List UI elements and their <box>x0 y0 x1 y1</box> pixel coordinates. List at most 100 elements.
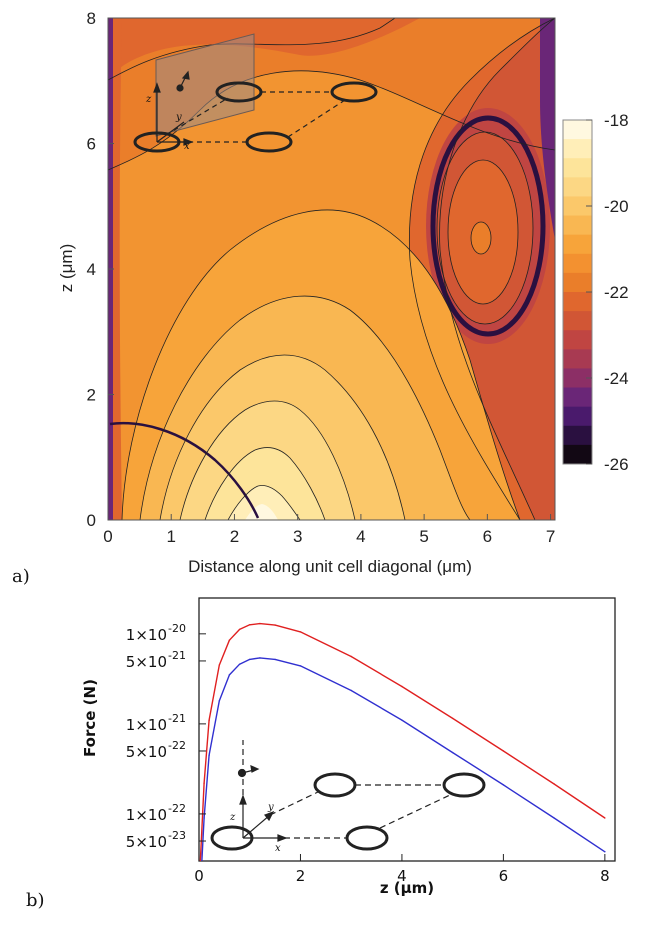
series-2-point <box>199 896 200 897</box>
x-tick-label-b: 2 <box>296 867 306 885</box>
colorbar-segment <box>563 253 592 274</box>
colorbar-segment <box>563 292 592 312</box>
colorbar-tick-label: -26 <box>604 455 629 474</box>
colorbar-tick-label: -18 <box>604 111 629 130</box>
colorbar <box>562 119 593 465</box>
colorbar-tick-label: -20 <box>604 197 629 216</box>
series-1-point <box>228 639 231 641</box>
series-2-point <box>350 689 352 692</box>
inset-schematic-a: z x y <box>133 33 378 153</box>
inset-z-label: z <box>145 94 152 105</box>
inset-axes <box>153 70 194 146</box>
colorbar-segment <box>563 311 592 331</box>
y-axis-label-a: z (μm) <box>57 244 76 293</box>
series-2-point <box>604 851 606 853</box>
colorbar-segment <box>563 158 592 178</box>
y-tick-exponent-b: -23 <box>168 829 186 842</box>
series-1-point <box>350 655 352 658</box>
y-tick-exponent-b: -21 <box>168 712 186 725</box>
series-2-point <box>218 700 220 702</box>
colorbar-segment <box>563 330 592 350</box>
series-1-point <box>274 624 276 626</box>
colorbar-segment <box>563 139 592 159</box>
x-axis-ticks-a: 0 1 2 3 4 5 6 7 <box>103 514 555 546</box>
y-tick-exponent-b: -21 <box>168 649 186 662</box>
inset-y-label: y <box>175 112 182 123</box>
x-tick-label-a: 6 <box>483 527 492 546</box>
series-2-point <box>401 719 403 721</box>
inset-b-dashes <box>242 740 451 839</box>
series-2-point <box>238 663 241 665</box>
y-tick-label-b: 5×10 <box>126 653 167 671</box>
series-1-point <box>451 717 454 720</box>
colorbar-segment <box>563 349 592 369</box>
series-1-point <box>203 782 205 784</box>
series-2-point <box>274 658 276 661</box>
y-tick-label-b: 5×10 <box>126 743 167 761</box>
inset-b-x-label: x <box>275 843 281 854</box>
y-tick-label-b: 5×10 <box>126 833 167 851</box>
y-axis-label-b: Force (N) <box>81 679 99 757</box>
series-layer <box>199 622 606 897</box>
series-2-point <box>502 784 505 786</box>
series-1-point <box>208 719 210 721</box>
y-tick-label-b: 1×10 <box>126 626 167 644</box>
contour-lobe-5 <box>205 447 325 520</box>
series-2-point <box>259 657 261 659</box>
y-tick-label-a: 2 <box>87 386 96 405</box>
series-2-point <box>299 665 302 667</box>
y-axis-ticks-b: 1×10 -205×10 -211×10 -215×10 -221×10 -225×10-… <box>126 622 206 851</box>
y-tick-label-a: 8 <box>87 9 96 28</box>
inset-b-y-label: y <box>267 802 274 813</box>
colorbar-segment <box>563 177 592 197</box>
panel-label-a: a) <box>12 566 30 587</box>
contour-upper-dark <box>108 18 420 80</box>
colorbar-segment <box>563 234 592 255</box>
series-2-point <box>203 817 205 819</box>
contour-lines <box>108 18 555 520</box>
series-2-point <box>249 658 251 661</box>
inset-b-axes <box>237 765 288 842</box>
x-tick-label-a: 4 <box>356 527 365 546</box>
y-tick-exponent-b: -22 <box>168 802 186 815</box>
colorbar-segment <box>563 272 592 293</box>
colorbar-ticks: -18 -20 -22 -24 -26 <box>586 111 629 474</box>
series-1-point <box>502 750 505 752</box>
series-1-point <box>249 624 251 626</box>
x-tick-label-b: 4 <box>397 867 407 885</box>
series-1-point <box>218 664 220 666</box>
colorbar-segment <box>563 406 592 427</box>
colorbar-segment <box>563 196 592 217</box>
series-line-2 <box>201 657 606 861</box>
x-tick-label-a: 2 <box>230 527 239 546</box>
series-1-point <box>259 622 261 625</box>
contour-right-purple <box>540 18 555 240</box>
y-tick-label-b: 1×10 <box>126 806 167 824</box>
contour-field <box>108 18 555 520</box>
inset-schematic-b: z y x <box>210 740 486 854</box>
y-tick-exponent-b: -20 <box>168 622 186 635</box>
series-2-point <box>208 754 210 756</box>
panel-label-b: b) <box>26 890 45 911</box>
x-tick-label-a: 0 <box>103 527 112 546</box>
series-2-point <box>451 751 454 754</box>
colorbar-segment <box>563 387 592 408</box>
contour-vortex-center <box>471 222 491 254</box>
x-tick-label-a: 1 <box>166 527 175 546</box>
x-tick-label-a: 5 <box>419 527 428 546</box>
series-1-point <box>553 783 555 785</box>
panel-a: z x y -18 -20 -22 -24 -26 0 1 2 3 4 5 6 7 0 2 4 6 8 Dis… <box>12 9 629 587</box>
series-1-point <box>604 817 606 819</box>
series-2-point <box>228 674 231 676</box>
series-1-point <box>401 685 403 688</box>
contour-vortex-dark-ring <box>430 115 546 337</box>
colorbar-segment <box>563 120 592 140</box>
series-2-point <box>553 817 555 819</box>
x-tick-label-b: 0 <box>194 867 204 885</box>
colorbar-tick-label: -22 <box>604 283 629 302</box>
x-tick-label-b: 8 <box>600 867 610 885</box>
colorbar-segment <box>563 368 592 389</box>
colorbar-segment <box>563 215 592 236</box>
